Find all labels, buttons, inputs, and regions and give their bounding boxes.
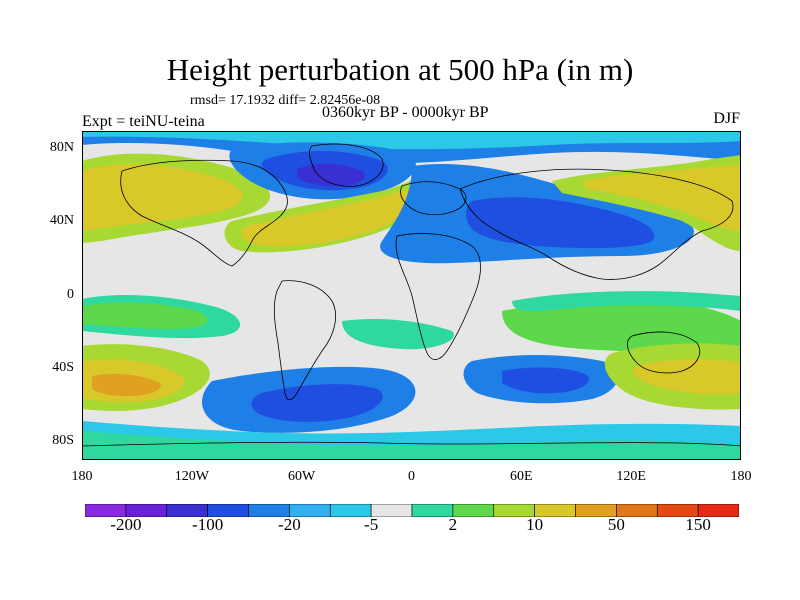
colorbar-label: -20 — [278, 515, 301, 534]
coast-greenland — [308, 143, 384, 187]
field-atl-strong — [241, 189, 419, 247]
field-trop-mid — [342, 319, 454, 350]
colorbar-label: 50 — [607, 515, 625, 534]
longitude-tick-label: 60W — [288, 469, 316, 484]
field-trop-right — [502, 300, 741, 352]
field-sio-strong — [502, 367, 589, 394]
colorbar-label: 150 — [685, 515, 711, 534]
contour-map — [82, 131, 741, 460]
field-trop-left-pos — [82, 302, 208, 330]
field-satl-strong — [251, 384, 383, 422]
colorbar-label: 10 — [526, 515, 544, 534]
longitude-tick-label: 120W — [174, 469, 209, 484]
colorbar-swatch — [697, 504, 739, 517]
coastlines — [82, 143, 741, 447]
longitude-tick-label: 60E — [510, 469, 533, 484]
field-eurasia-strong — [466, 197, 655, 249]
field-spac-core — [92, 373, 161, 397]
coast-europe — [400, 181, 467, 216]
coast-antarctica — [82, 441, 741, 447]
colorbar-label: -5 — [364, 515, 379, 534]
coast-africa — [395, 233, 481, 360]
latitude-tick-label: 80N — [49, 140, 74, 156]
longitude-tick-label: 180 — [71, 469, 93, 484]
longitude-tick-label: 0 — [408, 469, 415, 484]
experiment-label: Expt = teiNU-teina — [82, 113, 205, 130]
colorbar — [85, 504, 739, 517]
colorbar-label: -200 — [110, 515, 142, 534]
field-arctic-weak — [82, 131, 741, 150]
latitude-tick-label: 80S — [52, 432, 74, 448]
season-label: DJF — [713, 110, 740, 127]
longitude-tick-label: 180 — [730, 469, 752, 484]
longitude-tick-label: 120E — [616, 469, 646, 484]
coast-australia — [627, 331, 701, 374]
period-label: 0360kyr BP - 0000kyr BP — [322, 104, 489, 121]
field-aus-strong — [632, 358, 741, 395]
colorbar-label: 2 — [448, 515, 458, 534]
coast-asia — [459, 168, 734, 280]
field-asia-strong — [582, 165, 741, 231]
latitude-tick-label: 40S — [52, 359, 74, 375]
statistics-label: rmsd= 17.1932 diff= 2.82456e-08 — [190, 93, 381, 108]
coast-north-america — [120, 159, 288, 267]
latitude-tick-label: 0 — [67, 286, 74, 302]
latitude-tick-label: 40N — [49, 213, 74, 229]
field-npac-strong — [82, 164, 243, 231]
map-frame — [82, 131, 741, 460]
field-antarctic-pos — [82, 431, 741, 460]
coast-south-america — [273, 280, 336, 401]
field-trop-right-weak — [512, 291, 741, 312]
chart-title: Height perturbation at 500 hPa (in m) — [166, 52, 634, 87]
colorbar-label: -100 — [192, 515, 224, 534]
